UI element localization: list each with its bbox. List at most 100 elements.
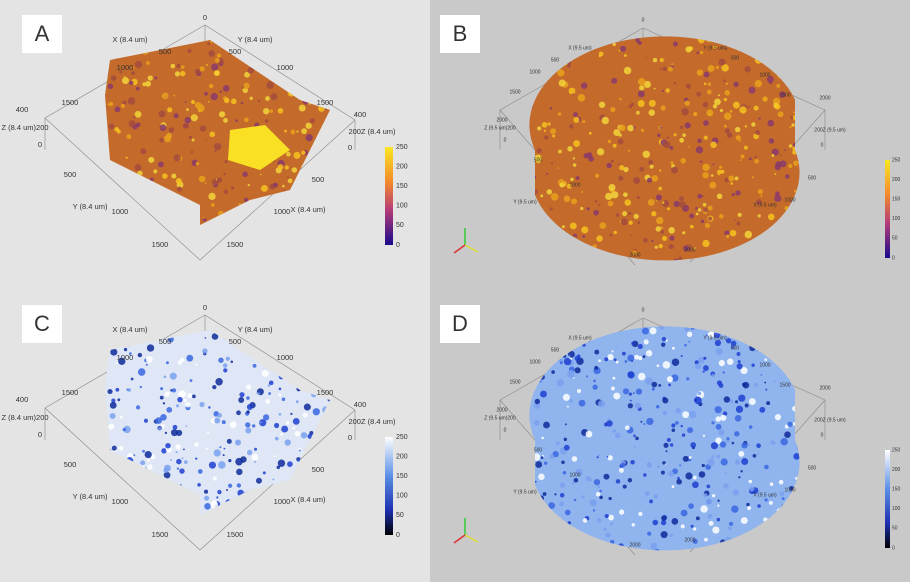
speckle: [278, 459, 285, 466]
speckle: [121, 104, 125, 108]
axis-text: 500: [808, 175, 817, 181]
speckle: [706, 485, 710, 489]
speckle: [537, 148, 542, 153]
speckle: [651, 240, 653, 242]
speckle: [752, 176, 754, 178]
speckle: [706, 109, 713, 116]
speckle: [175, 451, 177, 453]
speckle: [231, 98, 237, 104]
speckle: [713, 104, 717, 108]
speckle: [598, 400, 605, 407]
speckle: [148, 157, 154, 163]
speckle: [195, 457, 197, 459]
speckle: [551, 193, 559, 201]
speckle: [648, 199, 655, 206]
speckle: [544, 461, 547, 464]
speckle: [573, 377, 575, 379]
speckle: [197, 104, 205, 112]
speckle: [182, 457, 184, 459]
speckle: [775, 414, 781, 420]
speckle: [648, 160, 653, 165]
speckle: [247, 404, 253, 410]
axis-text: 500: [229, 47, 242, 56]
speckle: [682, 433, 685, 436]
speckle: [208, 406, 210, 408]
speckle: [735, 127, 740, 132]
speckle: [544, 130, 546, 132]
speckle: [223, 118, 228, 123]
axis-text: Z (8.4 um)200: [1, 413, 48, 422]
speckle: [198, 469, 203, 474]
speckle: [547, 189, 552, 194]
axis-text: 1000: [112, 497, 129, 506]
speckle: [250, 97, 253, 100]
speckle: [662, 67, 666, 71]
speckle: [734, 219, 736, 221]
speckle: [138, 368, 146, 376]
speckle: [278, 164, 284, 170]
speckle: [782, 497, 785, 500]
speckle: [144, 419, 148, 423]
speckle: [652, 388, 655, 391]
speckle: [715, 406, 722, 413]
speckle: [258, 393, 260, 395]
speckle: [208, 101, 210, 103]
speckle: [629, 221, 633, 225]
speckle: [749, 480, 753, 484]
speckle: [736, 221, 740, 225]
speckle: [226, 357, 230, 361]
axis-text: 1000: [274, 497, 291, 506]
speckle: [701, 220, 704, 223]
speckle: [582, 120, 585, 123]
speckle: [245, 422, 250, 427]
speckle: [205, 140, 207, 142]
speckle: [213, 476, 217, 480]
speckle: [621, 463, 626, 468]
speckle: [754, 106, 759, 111]
speckle: [662, 337, 666, 341]
speckle: [699, 471, 706, 478]
speckle: [733, 82, 738, 87]
speckle: [738, 451, 744, 457]
speckle: [647, 178, 652, 183]
speckle: [540, 391, 547, 398]
axis-text: 500: [551, 347, 560, 353]
speckle: [576, 176, 580, 180]
speckle: [599, 102, 605, 108]
speckle: [667, 137, 669, 139]
speckle: [689, 411, 696, 418]
speckle: [292, 167, 298, 173]
speckle: [688, 341, 690, 343]
speckle: [703, 102, 709, 108]
speckle: [599, 222, 606, 229]
speckle: [279, 413, 282, 416]
speckle: [681, 510, 688, 517]
speckle: [231, 360, 234, 363]
speckle: [751, 364, 754, 367]
speckle: [788, 164, 792, 168]
speckle: [736, 406, 743, 413]
speckle: [727, 437, 730, 440]
speckle: [704, 538, 708, 542]
speckle: [174, 154, 181, 161]
speckle: [174, 113, 179, 118]
speckle: [643, 473, 647, 477]
speckle: [673, 41, 678, 46]
speckle: [239, 203, 241, 205]
speckle: [747, 506, 751, 510]
speckle: [306, 134, 313, 141]
speckle: [697, 52, 700, 55]
speckle: [682, 411, 689, 418]
speckle: [643, 151, 650, 158]
speckle: [217, 490, 221, 494]
speckle: [224, 98, 229, 103]
speckle: [293, 418, 300, 425]
axis-text: 500: [534, 447, 543, 453]
axis-text: 1000: [274, 207, 291, 216]
speckle: [243, 83, 249, 89]
speckle: [669, 236, 674, 241]
speckle: [632, 523, 635, 526]
speckle: [769, 138, 774, 143]
speckle: [703, 203, 707, 207]
speckle: [623, 167, 628, 172]
